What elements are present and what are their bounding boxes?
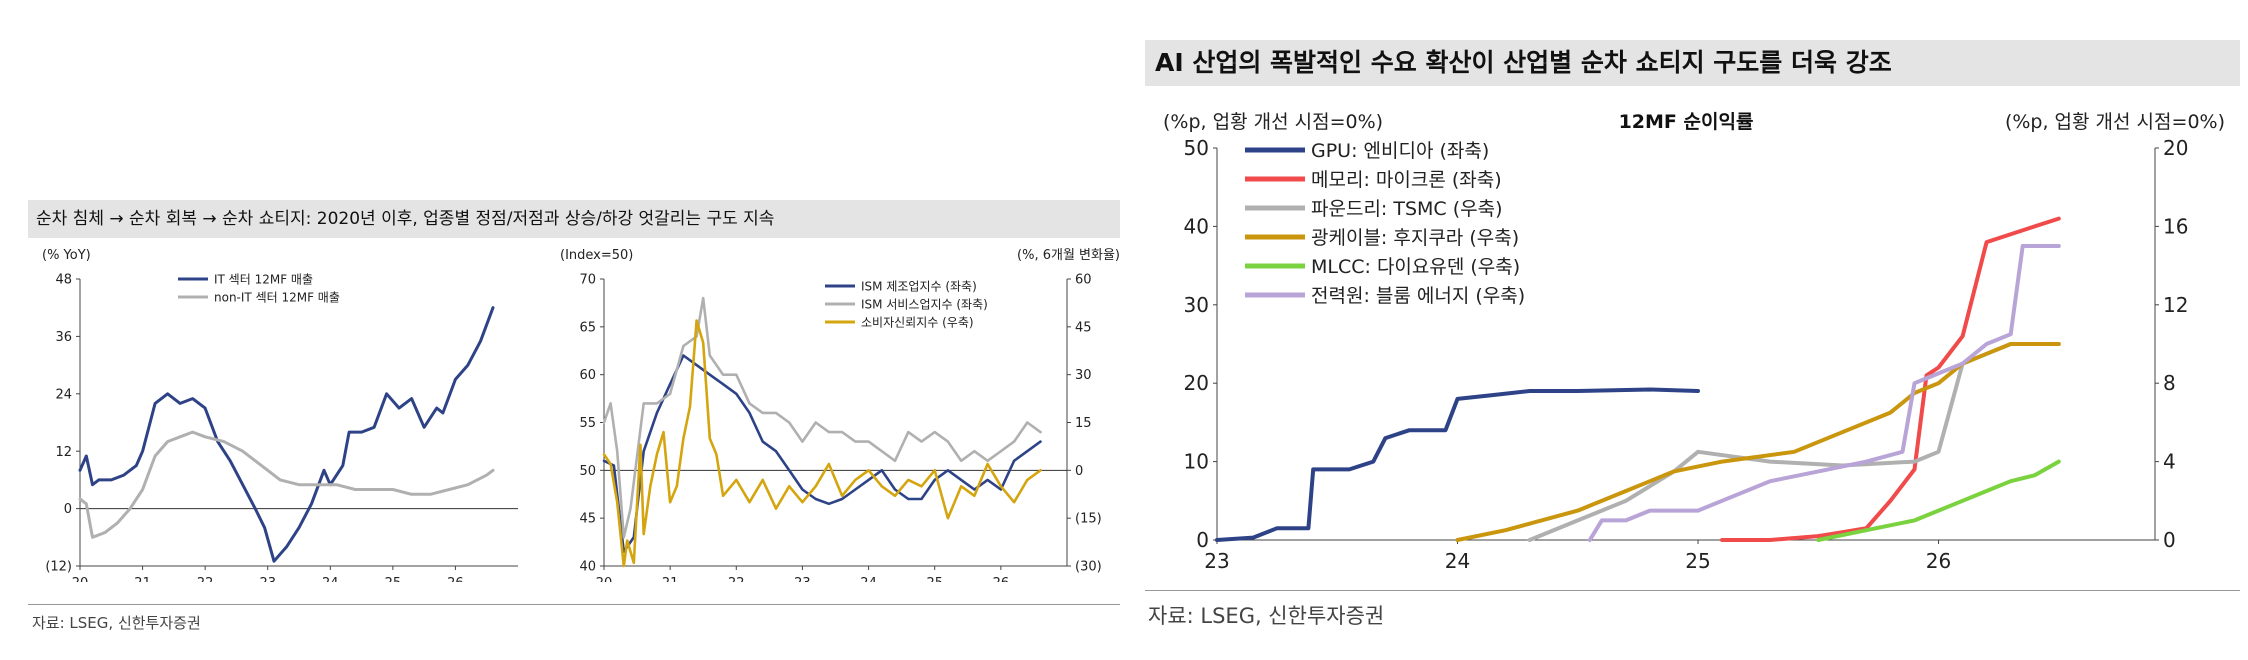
ism-consumer-confidence-chart: 40 45 50 55 60 65 70 (30) (15) 0 15 30 45 60 20 21 22 23 2… — [560, 248, 1120, 582]
y-tick-label: 36 — [55, 330, 72, 345]
chart-title: 12MF 순이익률 — [1619, 111, 1754, 133]
x-tick-label: 20 — [72, 576, 89, 582]
x-tick-label: 23 — [794, 576, 811, 582]
net-margin-chart: 0 10 20 30 40 50 0 4 8 12 16 20 23 24 25 26 (%p, 업황 개선 시… — [1163, 111, 2225, 573]
left-unit-label: (%p, 업황 개선 시점=0%) — [1163, 111, 1383, 133]
x-tick-label: 26 — [993, 576, 1010, 582]
x-tick-label: 21 — [134, 576, 151, 582]
x-tick-label: 26 — [447, 576, 464, 582]
y-right-tick-label: 16 — [2163, 214, 2188, 238]
y-right-tick-label: 15 — [1075, 416, 1092, 431]
x-tick-label: 26 — [1926, 549, 1951, 573]
y-tick-label: 50 — [1184, 136, 1209, 160]
legend-label-3: 파운드리: TSMC (우축) — [1311, 198, 1503, 220]
x-tick-label: 20 — [596, 576, 613, 582]
series-line-1 — [602, 354, 1042, 553]
legend-label-2: non-IT 섹터 12MF 매출 — [214, 290, 340, 304]
legend-label-6: 전력원: 블룸 에너지 (우축) — [1311, 285, 1525, 307]
right-unit-label: (%p, 업황 개선 시점=0%) — [2005, 111, 2225, 133]
x-tick-label: 25 — [385, 576, 402, 582]
x-tick-label: 24 — [322, 576, 339, 582]
x-tick-label: 23 — [259, 576, 276, 582]
y-tick-label: 55 — [579, 416, 596, 431]
series-line-1 — [78, 306, 495, 563]
x-tick-label: 22 — [728, 576, 745, 582]
y-right-tick-label: 60 — [1075, 273, 1092, 288]
y-tick-label: 50 — [579, 464, 596, 479]
y-tick-label: 70 — [579, 273, 596, 288]
legend-label-4: 광케이블: 후지쿠라 (우축) — [1311, 227, 1519, 249]
legend-label-1: GPU: 엔비디아 (좌축) — [1311, 140, 1489, 162]
y-tick-label: 24 — [55, 387, 72, 402]
y-right-tick-label: 30 — [1075, 368, 1092, 383]
y-tick-label: 40 — [579, 560, 596, 575]
x-tick-label: 23 — [1204, 549, 1229, 573]
series-line-2 — [602, 296, 1042, 539]
series-line-3 — [1527, 342, 2061, 542]
y-tick-label: 20 — [1184, 371, 1209, 395]
series-line-5 — [1816, 459, 2061, 542]
y-right-tick-label: 4 — [2163, 450, 2176, 474]
x-tick-label: 24 — [1445, 549, 1470, 573]
y-tick-label: 65 — [579, 320, 596, 335]
right-bottom-divider — [1145, 590, 2240, 591]
y-right-tick-label: 8 — [2163, 371, 2176, 395]
y-tick-label: 12 — [55, 445, 72, 460]
y-tick-label: 45 — [579, 512, 596, 527]
legend-label-1: IT 섹터 12MF 매출 — [214, 272, 313, 286]
legend-label-5: MLCC: 다이요유덴 (우축) — [1311, 256, 1520, 278]
series-line-2 — [1720, 216, 2061, 542]
right-source-note: 자료: LSEG, 신한투자증권 — [1148, 604, 1385, 628]
right-panel-title: AI 산업의 폭발적인 수요 확산이 산업별 순차 쇼티지 구도를 더욱 강조 — [1145, 40, 2240, 86]
y-right-tick-label: (15) — [1075, 512, 1102, 527]
series-line-4 — [1455, 342, 2061, 542]
series-line-1 — [1215, 387, 1700, 542]
right-unit-label: (%, 6개월 변화율) — [1017, 248, 1120, 263]
series-line-6 — [1587, 244, 2061, 542]
x-tick-label: 25 — [1685, 549, 1710, 573]
legend-label-1: ISM 제조업지수 (좌축) — [861, 279, 977, 293]
y-right-tick-label: 0 — [2163, 528, 2176, 552]
y-right-tick-label: 12 — [2163, 293, 2188, 317]
left-panel-title: 순차 침체 → 순차 회복 → 순차 쇼티지: 2020년 이후, 업종별 정점… — [28, 200, 1120, 238]
y-right-tick-label: 20 — [2163, 136, 2188, 160]
series-line-2 — [78, 430, 495, 539]
left-source-note: 자료: LSEG, 신한투자증권 — [32, 614, 201, 632]
y-tick-label: 0 — [1196, 528, 1209, 552]
legend-label-3: 소비자신뢰지수 (우축) — [861, 315, 974, 329]
y-tick-label: 10 — [1184, 450, 1209, 474]
left-unit-label: (Index=50) — [560, 248, 633, 263]
y-tick-label: 48 — [55, 273, 72, 288]
y-tick-label: 0 — [64, 502, 72, 517]
y-tick-label: (12) — [45, 560, 72, 575]
y-tick-label: 30 — [1184, 293, 1209, 317]
x-tick-label: 24 — [860, 576, 877, 582]
left-bottom-divider — [28, 604, 1120, 605]
legend-label-2: ISM 서비스업지수 (좌축) — [861, 297, 988, 311]
y-tick-label: 60 — [579, 368, 596, 383]
x-tick-label: 22 — [197, 576, 214, 582]
it-vs-nonit-revenue-chart: (12) 0 12 24 36 48 20 21 22 23 24 25 26 (% YoY) IT 섹터 … — [42, 248, 518, 582]
y-tick-label: 40 — [1184, 214, 1209, 238]
y-right-tick-label: 45 — [1075, 320, 1092, 335]
y-right-tick-label: (30) — [1075, 560, 1102, 575]
y-right-tick-label: 0 — [1075, 464, 1083, 479]
series-line-3 — [602, 319, 1042, 568]
unit-label: (% YoY) — [42, 248, 91, 263]
x-tick-label: 25 — [926, 576, 943, 582]
legend-label-2: 메모리: 마이크론 (좌축) — [1311, 169, 1502, 191]
x-tick-label: 21 — [662, 576, 679, 582]
